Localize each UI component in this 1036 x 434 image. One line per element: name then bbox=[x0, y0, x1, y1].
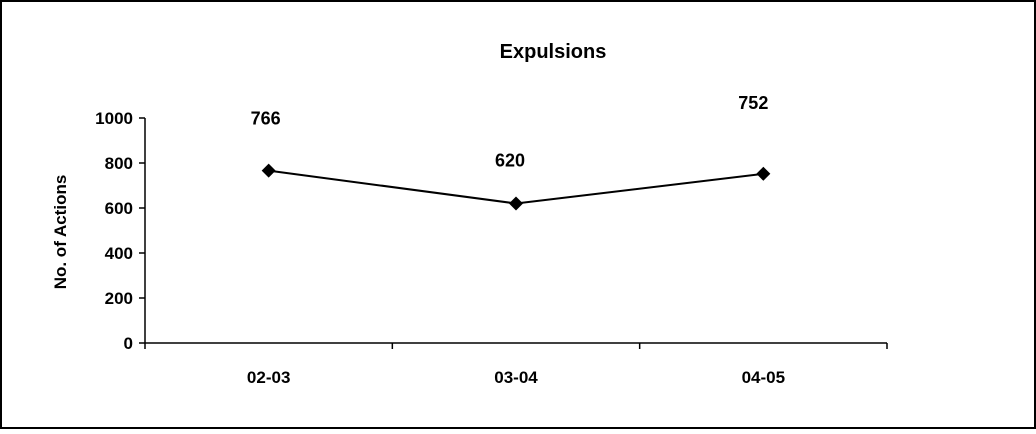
axes bbox=[144, 118, 887, 344]
y-tick-label: 800 bbox=[105, 154, 133, 173]
x-tick-label: 02-03 bbox=[247, 368, 290, 387]
y-tick-label: 1000 bbox=[95, 109, 133, 128]
y-axis-label: No. of Actions bbox=[51, 175, 70, 290]
y-tick-label: 600 bbox=[105, 199, 133, 218]
y-tick-label: 200 bbox=[105, 289, 133, 308]
data-point-marker bbox=[756, 166, 771, 181]
data-label: 752 bbox=[738, 93, 768, 113]
data-labels: 766 620 752 bbox=[251, 93, 769, 171]
data-point-marker bbox=[261, 163, 276, 178]
chart-title: Expulsions bbox=[500, 41, 607, 63]
data-label: 620 bbox=[495, 151, 525, 171]
series bbox=[261, 163, 771, 211]
y-tick-label: 400 bbox=[105, 244, 133, 263]
data-point-marker bbox=[509, 196, 523, 211]
y-tick-label: 0 bbox=[124, 334, 133, 353]
x-tick-label: 04-05 bbox=[742, 368, 785, 387]
ticks: 0 200 400 600 800 1000 02-03 03-04 04-05 bbox=[95, 109, 888, 387]
x-tick-label: 03-04 bbox=[494, 368, 538, 387]
data-label: 766 bbox=[251, 109, 281, 129]
